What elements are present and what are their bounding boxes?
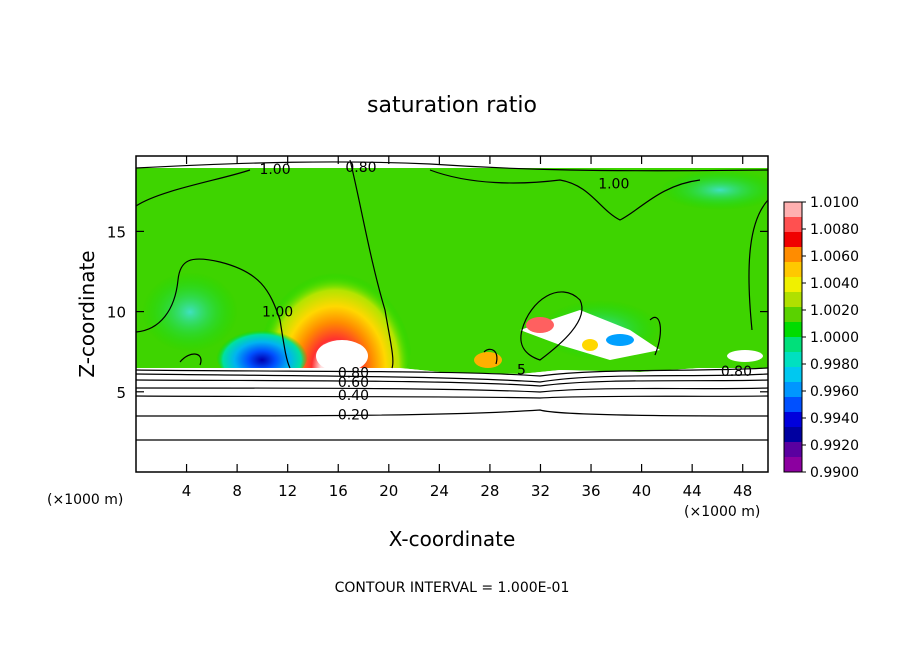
x-tick-label: 12 [278,482,297,500]
colorbar-label: 1.0080 [810,222,859,238]
x-tick-label: 16 [329,482,348,500]
cloud-edge-patch [520,310,660,360]
contour-line [136,367,768,377]
contour-line [136,161,768,172]
x-tick-label: 24 [430,482,449,500]
colorbar-swatch [784,457,802,473]
x-axis: 4 8 12 16 20 24 28 32 36 40 44 48 [182,156,752,500]
contour-line [136,409,768,417]
colorbar-label: 1.0040 [810,276,859,292]
contour-line [136,379,768,387]
contour-line [748,199,768,331]
contour-line [483,348,498,365]
contour-label: 1.00 [259,162,290,178]
colorbar-swatch [784,442,802,458]
contour-label: 0.80 [345,160,376,176]
contour-line [136,387,768,393]
contour-label: 0.80 [338,366,369,382]
x-tick-label: 32 [531,482,550,500]
x-tick-label: 8 [232,482,242,500]
warm-patch [526,317,554,333]
colorbar-label: 0.9900 [810,465,859,481]
y-axis: 5 10 15 [107,223,768,402]
colorbar-swatch [784,367,802,383]
contour-line [429,169,701,221]
y-tick-label: 5 [116,384,126,402]
warm-anomaly-core [316,340,368,372]
x-tick-label: 36 [581,482,600,500]
unsaturated-layer [136,368,768,472]
colorbar: 1.0100 1.0080 1.0060 1.0040 1.0020 1.0000 0.99… [783,195,859,481]
chart-title: saturation ratio [367,93,537,118]
x-tick-label: 20 [379,482,398,500]
plot-area: 1.00 0.801.001.000.800.600.400.200.805 [136,156,768,472]
contour-label: 0.60 [338,375,369,391]
contour-line [136,169,251,207]
contour-line [349,159,394,369]
contour-line [520,291,583,361]
colorbar-swatch [784,337,802,353]
colorbar-swatch [784,307,802,323]
x-units-label: (×1000 m) [47,492,123,508]
contour-label: 5 [517,362,526,378]
x-tick-label: 44 [683,482,702,500]
colorbar-swatch [784,382,802,398]
colorbar-label: 1.0000 [810,330,859,346]
contour-label: 1.00 [262,305,293,321]
colorbar-swatch [784,322,802,338]
contour-line [649,317,662,356]
cyan-patch [142,272,238,352]
colorbar-swatch [784,262,802,278]
colorbar-swatch [784,247,802,263]
colorbar-label: 1.0060 [810,249,859,265]
x-tick-label: 28 [480,482,499,500]
colorbar-label: 0.9980 [810,357,859,373]
warm-patch [582,339,598,351]
y-tick-label: 10 [107,304,126,322]
colorbar-swatch [784,412,802,428]
colorbar-swatch [784,232,802,248]
x-axis-label: X-coordinate [389,527,516,551]
colorbar-swatch [784,427,802,443]
colorbar-label: 0.9920 [810,438,859,454]
contour-label: 0.20 [338,407,369,423]
colorbar-swatch [784,217,802,233]
x-tick-label: 48 [733,482,752,500]
colorbar-swatch [784,277,802,293]
x-tick-label: 4 [182,482,192,500]
contour-line [136,395,768,399]
cool-patch [606,334,634,346]
colorbar-label: 0.9940 [810,411,859,427]
colorbar-label: 1.0100 [810,195,859,211]
y-axis-label: Z-coordinate [75,250,99,377]
upper-band [136,156,768,168]
contour-label: 0.80 [721,364,752,380]
plot-frame [135,155,769,473]
y-tick-label: 15 [107,223,126,241]
x-tick-label: 40 [632,482,651,500]
white-patch [727,350,763,362]
contour-lines [136,159,768,441]
contour-label: 1.00 [598,176,629,192]
contour-label: 0.40 [338,388,369,404]
contour-labels: 1.00 0.801.001.000.800.600.400.200.805 [259,160,752,423]
colorbar-swatch [784,397,802,413]
colorbar-swatch [784,352,802,368]
contour-line [179,353,202,366]
colorbar-swatch [784,292,802,308]
cyan-patch [660,170,768,210]
colorbar-label: 0.9960 [810,384,859,400]
warm-patch [474,352,502,368]
contour-line [136,258,291,369]
x-units-label-right: (×1000 m) [684,504,760,520]
colorbar-label: 1.0020 [810,303,859,319]
contour-line [136,373,768,383]
contour-interval-note: CONTOUR INTERVAL = 1.000E-01 [335,580,570,596]
colorbar-swatch [784,202,802,218]
